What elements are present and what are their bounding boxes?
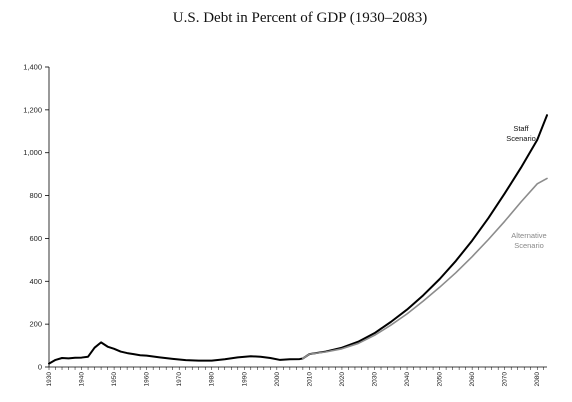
series-line-staff-scenario: [48, 114, 548, 365]
alternative-scenario-label: Scenario: [514, 241, 544, 250]
x-tick-label: 1930: [46, 372, 53, 387]
x-tick-label: 1980: [209, 372, 216, 387]
x-tick-label: 2080: [534, 372, 541, 387]
x-tick-label: 1950: [111, 372, 118, 387]
x-tick-label: 2070: [502, 372, 509, 387]
x-tick-label: 2040: [404, 372, 411, 387]
chart-title: U.S. Debt in Percent of GDP (1930–2083): [173, 10, 427, 26]
x-tick-label: 1990: [241, 372, 248, 387]
x-tick-label: 2000: [274, 372, 281, 387]
staff-scenario-label: Scenario: [506, 134, 536, 143]
x-tick-label: 2060: [469, 372, 476, 387]
axes: 0 200 400 600 800 1,000 1,200 1,400 1930 1940 1950…: [23, 63, 547, 387]
x-tick-label: 1940: [79, 372, 86, 387]
x-tick-label: 2020: [339, 372, 346, 387]
y-tick-label: 1,000: [23, 148, 42, 157]
y-tick-label: 0: [38, 363, 42, 372]
alternative-scenario-label: Alternative: [511, 231, 546, 240]
y-tick-label: 600: [29, 234, 42, 243]
series-line-alternative-scenario: [302, 177, 548, 360]
staff-scenario-label: Staff: [513, 124, 529, 133]
x-tick-label: 2030: [371, 372, 378, 387]
x-tick-label: 2010: [306, 372, 313, 387]
x-tick-label: 1960: [144, 372, 151, 387]
series-layer: [48, 114, 548, 365]
y-tick-label: 1,400: [23, 63, 42, 72]
x-tick-label: 2050: [437, 372, 444, 387]
y-tick-label: 800: [29, 191, 42, 200]
y-tick-label: 200: [29, 320, 42, 329]
y-tick-label: 400: [29, 277, 42, 286]
x-tick-label: 1970: [176, 372, 183, 387]
y-tick-label: 1,200: [23, 105, 42, 114]
